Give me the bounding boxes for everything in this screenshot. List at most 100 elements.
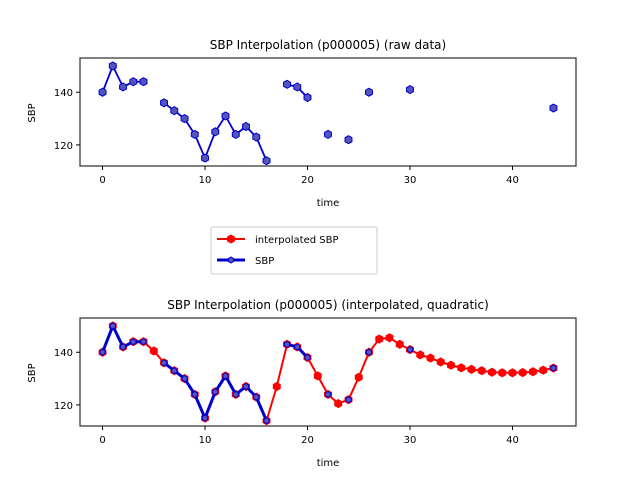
sbp-point xyxy=(212,388,219,396)
interpolated-sbp-point xyxy=(467,364,476,374)
plot-series-group xyxy=(98,321,558,426)
interpolated-sbp-point xyxy=(447,360,455,370)
sbp-point xyxy=(304,353,311,362)
x-axis-label: time xyxy=(317,198,340,209)
legend-label-sbp: SBP xyxy=(255,256,274,267)
sbp-point xyxy=(221,111,230,121)
sbp-point xyxy=(108,61,117,71)
sbp-point xyxy=(130,338,137,346)
axes-frame xyxy=(79,317,577,427)
interpolated-sbp-point xyxy=(313,371,322,381)
plot-series-group xyxy=(98,61,558,166)
sbp-point xyxy=(283,340,291,348)
x-tick-label: 20 xyxy=(301,175,314,186)
sbp-point xyxy=(180,114,189,124)
sbp-point xyxy=(190,129,199,139)
x-tick-label: 10 xyxy=(199,175,212,186)
legend-marker-interpolated xyxy=(227,234,235,244)
sbp-point xyxy=(293,82,302,92)
x-tick-label: 20 xyxy=(301,435,314,446)
sbp-point xyxy=(211,127,220,137)
x-tick-label: 40 xyxy=(506,175,519,186)
sbp-point xyxy=(303,92,312,103)
x-tick-label: 0 xyxy=(99,435,105,446)
x-tick-label: 30 xyxy=(404,435,417,446)
sbp-point xyxy=(160,359,168,367)
sbp-point xyxy=(222,372,229,380)
sbp-point xyxy=(232,390,239,398)
sbp-point xyxy=(231,129,240,139)
interpolated-sbp-point xyxy=(272,381,281,392)
legend-label-interpolated: interpolated SBP xyxy=(255,235,339,246)
interpolated-sbp-point xyxy=(436,357,445,367)
interpolated-sbp-point xyxy=(354,372,363,382)
interpolated-sbp-point xyxy=(518,367,527,378)
sbp-point xyxy=(253,393,260,401)
plot-area: 0 10 20 30 40 120 140 xyxy=(54,57,577,186)
interpolated-sbp-point xyxy=(426,353,435,363)
interpolated-sbp-point xyxy=(375,334,384,344)
sbp-point xyxy=(242,382,250,391)
sbp-point xyxy=(139,77,148,87)
y-axis-label: SBP xyxy=(27,103,38,122)
x-tick-label: 40 xyxy=(506,435,519,446)
sbp-point xyxy=(119,82,128,92)
sbp-point xyxy=(365,87,373,97)
x-axis-label: time xyxy=(317,458,340,469)
interpolated-sbp-point xyxy=(498,368,507,378)
chart-title: SBP Interpolation (p000005) (raw data) xyxy=(210,38,446,52)
interpolated-sbp-point xyxy=(457,363,466,373)
axes-frame xyxy=(79,57,577,167)
sbp-point xyxy=(252,132,261,142)
sbp-point xyxy=(98,87,107,97)
x-tick-label: 10 xyxy=(199,435,212,446)
sbp-point xyxy=(171,367,178,375)
interpolated-sbp-point xyxy=(528,367,537,377)
legend: interpolated SBP SBP xyxy=(210,226,378,275)
sbp-point xyxy=(140,338,147,346)
x-tick-label: 30 xyxy=(404,175,417,186)
interpolated-chart: SBP Interpolation (p000005) (interpolate… xyxy=(27,298,577,469)
interpolated-sbp-line xyxy=(101,324,554,422)
sbp-point xyxy=(549,103,558,113)
sbp-point xyxy=(294,343,301,351)
y-tick-label: 140 xyxy=(54,348,73,359)
legend-box xyxy=(210,226,378,275)
sbp-point xyxy=(324,390,332,398)
sbp-point xyxy=(201,153,209,163)
sbp-point xyxy=(201,414,209,422)
sbp-point xyxy=(99,348,106,356)
sbp-point xyxy=(345,396,352,404)
sbp-point xyxy=(191,390,198,398)
x-tick-label: 0 xyxy=(99,175,105,186)
interpolated-sbp-point xyxy=(395,339,404,349)
interpolated-sbp-point xyxy=(477,366,486,376)
interpolated-sbp-point xyxy=(334,399,343,409)
interpolated-sbp-point xyxy=(416,350,425,360)
sbp-point xyxy=(283,79,291,89)
y-tick-label: 140 xyxy=(54,88,73,99)
y-axis-label: SBP xyxy=(27,363,38,382)
sbp-point xyxy=(242,121,250,132)
y-tick-label: 120 xyxy=(54,141,73,152)
sbp-point xyxy=(324,129,332,139)
raw-data-chart: SBP Interpolation (p000005) (raw data) t… xyxy=(27,38,577,209)
sbp-point xyxy=(365,348,373,356)
sbp-point xyxy=(109,322,116,330)
sbp-point xyxy=(406,346,414,354)
sbp-point xyxy=(119,343,127,351)
chart-title: SBP Interpolation (p000005) (interpolate… xyxy=(167,298,489,312)
sbp-point xyxy=(170,106,179,116)
sbp-point xyxy=(406,85,414,95)
sbp-point xyxy=(181,375,188,383)
sbp-point xyxy=(160,98,168,108)
sbp-point xyxy=(262,156,271,166)
interpolated-sbp-point xyxy=(488,367,496,377)
sbp-point xyxy=(129,77,138,87)
sbp-point xyxy=(344,135,353,145)
interpolated-sbp-point xyxy=(539,365,548,375)
legend-marker-sbp xyxy=(227,256,235,264)
interpolated-sbp-point xyxy=(508,368,517,378)
plot-area: 0 10 20 30 40 120 140 xyxy=(54,317,577,446)
